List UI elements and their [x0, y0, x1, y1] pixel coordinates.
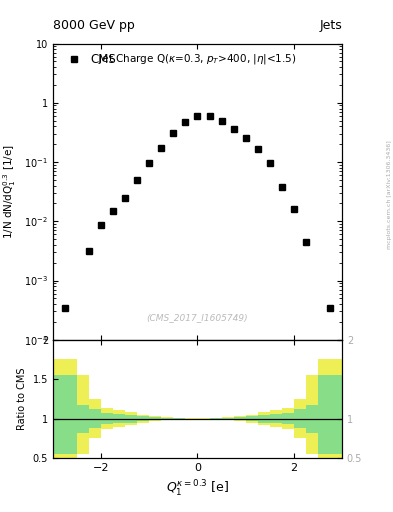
CMS — [87, 247, 92, 253]
CMS — [267, 160, 272, 166]
Y-axis label: 1/N dN/dQ$_1^{0.3}$ [1/e]: 1/N dN/dQ$_1^{0.3}$ [1/e] — [2, 144, 18, 239]
CMS — [123, 195, 128, 201]
Text: Jets: Jets — [319, 19, 342, 32]
CMS — [135, 177, 140, 183]
Text: (CMS_2017_I1605749): (CMS_2017_I1605749) — [147, 313, 248, 322]
CMS — [63, 305, 68, 311]
Line: CMS: CMS — [62, 113, 332, 310]
CMS — [219, 118, 224, 124]
CMS — [99, 222, 104, 228]
Text: 8000 GeV pp: 8000 GeV pp — [53, 19, 135, 32]
CMS — [147, 160, 152, 166]
CMS — [292, 206, 296, 212]
CMS — [231, 126, 236, 132]
CMS — [255, 146, 260, 152]
CMS — [195, 113, 200, 119]
CMS — [279, 184, 284, 190]
CMS — [243, 135, 248, 141]
CMS — [207, 113, 212, 119]
Y-axis label: Ratio to CMS: Ratio to CMS — [17, 368, 27, 430]
X-axis label: $Q_1^{\kappa=0.3}$ [e]: $Q_1^{\kappa=0.3}$ [e] — [166, 479, 229, 499]
CMS — [183, 119, 188, 125]
Legend: CMS: CMS — [59, 50, 120, 70]
Text: Jet Charge Q($\kappa$=0.3, $p_T$>400, $|\eta|$<1.5): Jet Charge Q($\kappa$=0.3, $p_T$>400, $|… — [98, 52, 297, 67]
CMS — [111, 208, 116, 214]
CMS — [303, 239, 308, 245]
CMS — [159, 144, 164, 151]
CMS — [171, 130, 176, 136]
CMS — [327, 305, 332, 311]
Text: mcplots.cern.ch [arXiv:1306.3436]: mcplots.cern.ch [arXiv:1306.3436] — [387, 140, 392, 249]
